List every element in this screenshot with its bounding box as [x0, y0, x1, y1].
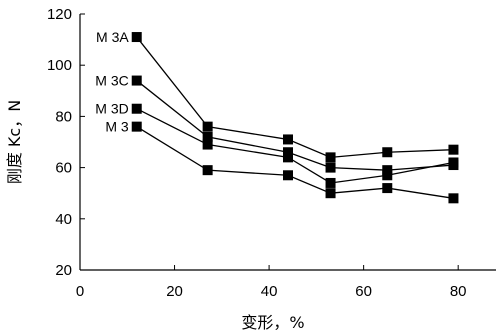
series-line-m3c	[136, 80, 454, 171]
y-tick-label-40: 40	[55, 211, 72, 228]
series-label-m3a: M 3A	[96, 29, 129, 45]
series-label-m3: M 3	[105, 119, 129, 135]
series-lines	[136, 36, 454, 199]
point-m3a-4	[382, 147, 393, 158]
point-m3-3	[325, 188, 336, 199]
point-m3c-4	[382, 165, 393, 176]
x-tick-label-20: 20	[166, 283, 183, 300]
point-m3-5	[448, 193, 459, 204]
y-tick-label-60: 60	[55, 160, 72, 177]
point-m3-1	[202, 165, 213, 176]
point-m3d-3	[325, 177, 336, 188]
point-m3d-4	[382, 170, 393, 181]
series-markers	[131, 32, 459, 204]
y-tick-label-120: 120	[47, 6, 72, 23]
point-m3a-1	[202, 121, 213, 132]
series-line-m3	[136, 126, 454, 199]
point-m3c-3	[325, 162, 336, 173]
point-m3c-2	[283, 147, 293, 158]
point-m3c-1	[202, 131, 213, 142]
series-line-m3a	[136, 36, 454, 159]
x-axis-title: 变形，%	[241, 313, 304, 332]
point-m3-0	[131, 121, 142, 132]
series-line-m3d	[136, 108, 454, 184]
series-labels: M 3A M 3C M 3D M 3	[95, 29, 129, 135]
point-m3d-5	[448, 157, 459, 168]
y-tick-label-20: 20	[55, 262, 72, 279]
series-label-m3c: M 3C	[95, 73, 128, 89]
x-tick-label-60: 60	[355, 283, 372, 300]
point-m3a-3	[325, 152, 336, 163]
x-ticks: 0 20 40 60 80	[76, 265, 467, 300]
point-m3d-0	[131, 103, 142, 114]
y-tick-label-100: 100	[47, 57, 72, 74]
point-m3a-2	[283, 134, 293, 145]
point-m3-2	[283, 170, 293, 181]
point-m3a-0	[131, 32, 142, 43]
x-tick-label-40: 40	[261, 283, 278, 300]
point-m3-4	[382, 183, 393, 194]
y-ticks: 20 40 60 80 100 120	[47, 6, 85, 279]
x-tick-label-0: 0	[76, 283, 84, 300]
y-axis-title: 刚度 Kc，N	[5, 100, 24, 184]
axes	[79, 14, 496, 271]
x-tick-label-80: 80	[450, 283, 467, 300]
series-label-m3d: M 3D	[95, 101, 128, 117]
point-m3c-0	[131, 75, 142, 86]
y-tick-label-80: 80	[55, 108, 72, 125]
point-m3d-2	[283, 152, 293, 163]
point-m3a-5	[448, 144, 459, 155]
point-m3d-1	[202, 139, 213, 150]
